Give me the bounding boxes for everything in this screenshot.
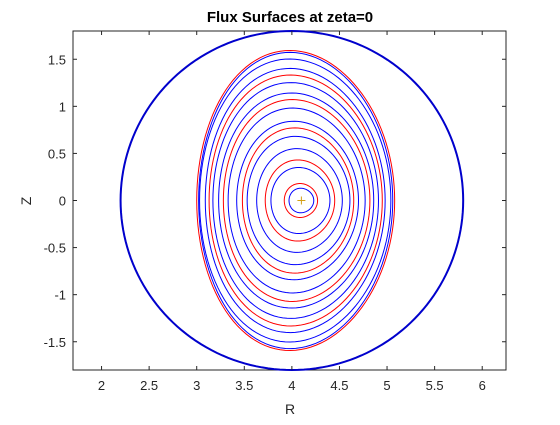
flux-surface-15 — [199, 58, 392, 343]
flux-surface-14 — [204, 67, 386, 334]
flux-surface-4 — [264, 159, 336, 242]
boundary-circle — [119, 29, 465, 372]
flux-surface-2 — [283, 183, 319, 218]
x-axis-label: R — [285, 401, 295, 417]
chart-title: Flux Surfaces at zeta=0 — [207, 9, 373, 26]
y-tick-label: -1.5 — [44, 335, 66, 350]
flux-surface-6 — [246, 135, 351, 266]
y-tick-label: 1 — [59, 99, 66, 114]
x-tick-label: 2 — [98, 378, 105, 393]
flux-surface-3 — [270, 166, 331, 235]
flux-surface-17 — [198, 51, 394, 350]
x-axis-ticks: 2 2.5 3 3.5 4 4.5 5 5.5 6 — [98, 31, 486, 393]
flux-surface-12 — [212, 82, 379, 319]
y-tick-label: -0.5 — [44, 241, 66, 256]
x-tick-label: 6 — [479, 378, 486, 393]
x-tick-label: 5.5 — [426, 378, 444, 393]
x-tick-label: 4.5 — [330, 378, 348, 393]
flux-surface-7 — [241, 127, 355, 274]
flux-surface-curves — [119, 29, 465, 372]
flux-surface-9 — [227, 107, 366, 294]
x-tick-label: 5 — [383, 378, 390, 393]
y-tick-label: 0.5 — [48, 146, 66, 161]
y-axis-ticks: -1.5 -1 -0.5 0 0.5 1 1.5 — [44, 52, 506, 350]
x-tick-label: 4 — [288, 378, 295, 393]
flux-surface-5 — [256, 148, 343, 253]
flux-surface-10 — [222, 99, 371, 302]
x-tick-label: 3 — [193, 378, 200, 393]
x-tick-label: 3.5 — [235, 378, 253, 393]
y-tick-label: -1 — [54, 288, 66, 303]
y-tick-label: 1.5 — [48, 52, 66, 67]
x-tick-label: 2.5 — [140, 378, 158, 393]
flux-surface-16 — [196, 50, 396, 351]
flux-surface-8 — [236, 120, 359, 281]
flux-surface-11 — [218, 92, 375, 309]
y-axis-label: Z — [18, 196, 34, 205]
y-tick-label: 0 — [59, 194, 66, 209]
flux-surface-13 — [208, 74, 383, 327]
flux-surface-1 — [288, 187, 315, 214]
